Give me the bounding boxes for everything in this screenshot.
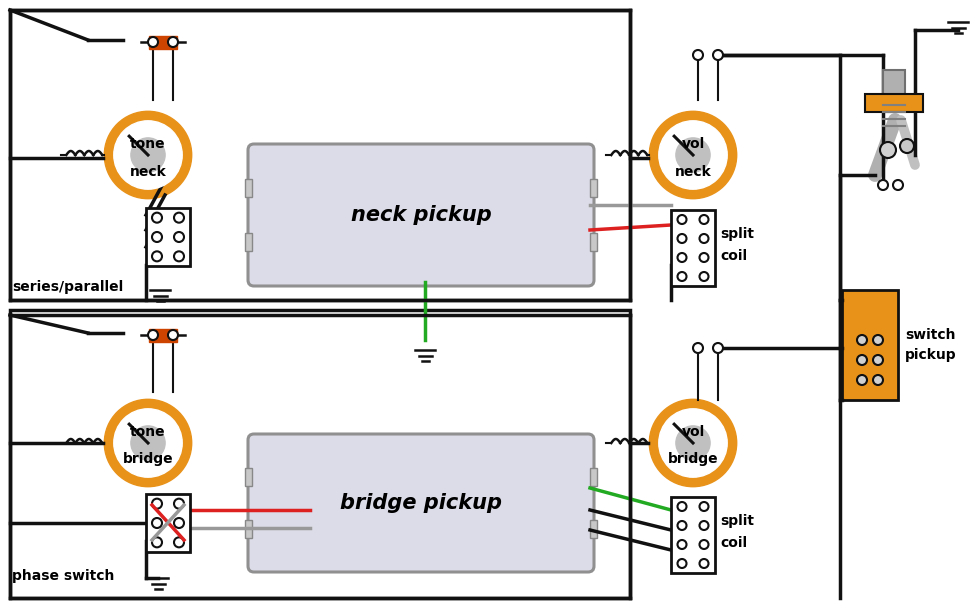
Circle shape — [700, 559, 709, 568]
Circle shape — [104, 111, 192, 199]
Circle shape — [131, 138, 165, 172]
Text: neck: neck — [129, 164, 167, 178]
Circle shape — [174, 232, 184, 242]
Text: vol: vol — [681, 425, 705, 439]
Text: bridge: bridge — [122, 453, 173, 467]
Bar — [590, 520, 597, 538]
Text: neck: neck — [674, 164, 711, 178]
Bar — [245, 468, 252, 486]
Bar — [671, 210, 715, 286]
Circle shape — [152, 232, 162, 242]
Bar — [10, 310, 630, 598]
Circle shape — [873, 335, 883, 345]
Circle shape — [693, 50, 703, 60]
Circle shape — [700, 234, 709, 243]
Circle shape — [693, 343, 703, 353]
Circle shape — [677, 272, 687, 281]
Circle shape — [152, 251, 162, 262]
Circle shape — [700, 215, 709, 224]
Text: series/parallel: series/parallel — [12, 280, 123, 294]
Bar — [146, 494, 190, 552]
Bar — [671, 497, 715, 573]
Circle shape — [700, 540, 709, 549]
Circle shape — [104, 400, 192, 487]
Circle shape — [174, 213, 184, 222]
Circle shape — [700, 253, 709, 262]
Bar — [842, 290, 898, 400]
Circle shape — [700, 502, 709, 511]
Circle shape — [174, 499, 184, 509]
Bar — [245, 233, 252, 251]
Circle shape — [148, 330, 158, 340]
Text: split: split — [720, 227, 754, 241]
Circle shape — [152, 213, 162, 222]
Bar — [10, 10, 630, 300]
Bar — [590, 179, 597, 197]
Circle shape — [677, 253, 687, 262]
Circle shape — [857, 335, 867, 345]
Circle shape — [677, 540, 687, 549]
Circle shape — [174, 518, 184, 528]
Text: vol: vol — [681, 137, 705, 151]
Circle shape — [700, 521, 709, 530]
Text: phase switch: phase switch — [12, 569, 115, 583]
Text: tone: tone — [130, 137, 166, 151]
Circle shape — [857, 375, 867, 385]
Circle shape — [900, 139, 914, 153]
Circle shape — [131, 426, 165, 460]
Circle shape — [174, 537, 184, 547]
Circle shape — [677, 502, 687, 511]
Circle shape — [676, 426, 710, 460]
Circle shape — [114, 409, 182, 477]
Circle shape — [873, 355, 883, 365]
Text: coil: coil — [720, 249, 747, 263]
Circle shape — [677, 559, 687, 568]
Text: bridge: bridge — [667, 453, 718, 467]
Circle shape — [168, 330, 178, 340]
Circle shape — [857, 355, 867, 365]
Circle shape — [677, 234, 687, 243]
Circle shape — [174, 251, 184, 262]
Circle shape — [713, 343, 723, 353]
Text: pickup: pickup — [905, 348, 956, 362]
FancyBboxPatch shape — [248, 144, 594, 286]
Bar — [590, 233, 597, 251]
Bar — [865, 94, 923, 112]
Circle shape — [168, 37, 178, 47]
Text: tone: tone — [130, 425, 166, 439]
Bar — [883, 70, 905, 105]
Circle shape — [659, 409, 727, 477]
Circle shape — [676, 138, 710, 172]
Circle shape — [700, 272, 709, 281]
Text: neck pickup: neck pickup — [351, 205, 491, 225]
Bar — [590, 468, 597, 486]
Text: split: split — [720, 514, 754, 528]
Circle shape — [650, 400, 737, 487]
Bar — [149, 35, 177, 48]
Circle shape — [873, 375, 883, 385]
Circle shape — [114, 121, 182, 189]
Text: switch: switch — [905, 328, 956, 342]
Bar — [245, 179, 252, 197]
Circle shape — [650, 111, 737, 199]
FancyBboxPatch shape — [248, 434, 594, 572]
Bar — [245, 520, 252, 538]
Circle shape — [880, 142, 896, 158]
Circle shape — [677, 215, 687, 224]
Circle shape — [152, 518, 162, 528]
Circle shape — [152, 537, 162, 547]
Text: coil: coil — [720, 536, 747, 550]
Circle shape — [713, 50, 723, 60]
Circle shape — [659, 121, 727, 189]
Text: bridge pickup: bridge pickup — [340, 493, 502, 513]
Bar — [149, 329, 177, 342]
Circle shape — [148, 37, 158, 47]
Circle shape — [893, 180, 903, 190]
Circle shape — [878, 180, 888, 190]
Circle shape — [152, 499, 162, 509]
Bar — [146, 208, 190, 266]
Circle shape — [677, 521, 687, 530]
